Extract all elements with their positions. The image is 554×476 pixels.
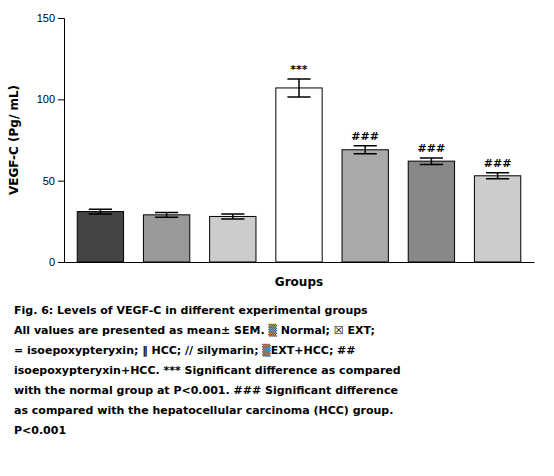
bar xyxy=(474,176,520,262)
error-bar xyxy=(221,214,244,219)
y-tick-label: 0 xyxy=(49,256,55,268)
error-bar xyxy=(155,212,178,217)
bar xyxy=(276,88,322,262)
y-axis-title: VEGF-C (Pg/ mL) xyxy=(7,85,21,195)
error-bar xyxy=(486,173,509,179)
error-bar-line xyxy=(486,173,509,179)
error-bar xyxy=(354,146,377,154)
y-tick-mark xyxy=(58,181,64,182)
x-axis-title: Groups xyxy=(275,275,323,289)
y-tick: 50 xyxy=(43,175,64,187)
error-bar xyxy=(420,158,443,165)
x-axis-line xyxy=(65,262,535,263)
plot-area: 0 50 100 150 *** ### ### ### xyxy=(37,12,535,268)
caption-line: Fig. 6: Levels of VEGF-C in different ex… xyxy=(14,304,368,317)
y-tick: 150 xyxy=(37,12,64,24)
annotation: *** xyxy=(290,63,308,76)
caption-line: = isoepoxypteryxin; ‖ HCC; // silymarin;… xyxy=(14,343,356,357)
y-tick: 0 xyxy=(49,256,64,268)
error-bar-line xyxy=(354,146,377,154)
y-tick-label: 50 xyxy=(43,175,55,187)
marks xyxy=(77,79,521,262)
caption-line: as compared with the hepatocellular carc… xyxy=(14,404,393,417)
x-axis xyxy=(65,262,535,264)
y-tick-label: 100 xyxy=(37,93,55,105)
caption: Fig. 6: Levels of VEGF-C in different ex… xyxy=(14,304,401,437)
chart: 0 50 100 150 *** ### ### ### VEGF-C (Pg/ mL) Grou… xyxy=(0,0,554,476)
annotation: ### xyxy=(351,130,379,143)
caption-line: P<0.001 xyxy=(14,424,66,437)
error-bar-line xyxy=(420,158,443,165)
error-bar-line xyxy=(287,79,310,97)
bar xyxy=(210,216,256,262)
bar xyxy=(143,215,189,262)
caption-line: All values are presented as mean± SEM. ▒… xyxy=(14,323,375,337)
y-tick-mark xyxy=(58,99,64,100)
annotation: ### xyxy=(484,157,512,170)
bar xyxy=(77,212,123,262)
error-bar-line xyxy=(89,209,112,214)
error-bar xyxy=(287,79,310,97)
y-axis: 0 50 100 150 xyxy=(37,12,65,268)
error-bar-line xyxy=(155,212,178,217)
caption-line: isoepoxypteryxin+HCC. *** Significant di… xyxy=(14,364,401,377)
y-tick-label: 150 xyxy=(37,12,55,24)
y-tick-mark xyxy=(58,262,64,263)
bar xyxy=(342,150,388,262)
error-bar xyxy=(89,209,112,214)
annotations: *** ### ### ### xyxy=(290,63,511,170)
bar xyxy=(408,161,454,262)
caption-line: with the normal group at P<0.001. ### Si… xyxy=(14,384,398,397)
y-tick: 100 xyxy=(37,93,64,105)
y-axis-line xyxy=(58,19,65,263)
annotation: ### xyxy=(418,142,446,155)
error-bar-line xyxy=(221,214,244,219)
y-tick-mark xyxy=(58,18,64,19)
